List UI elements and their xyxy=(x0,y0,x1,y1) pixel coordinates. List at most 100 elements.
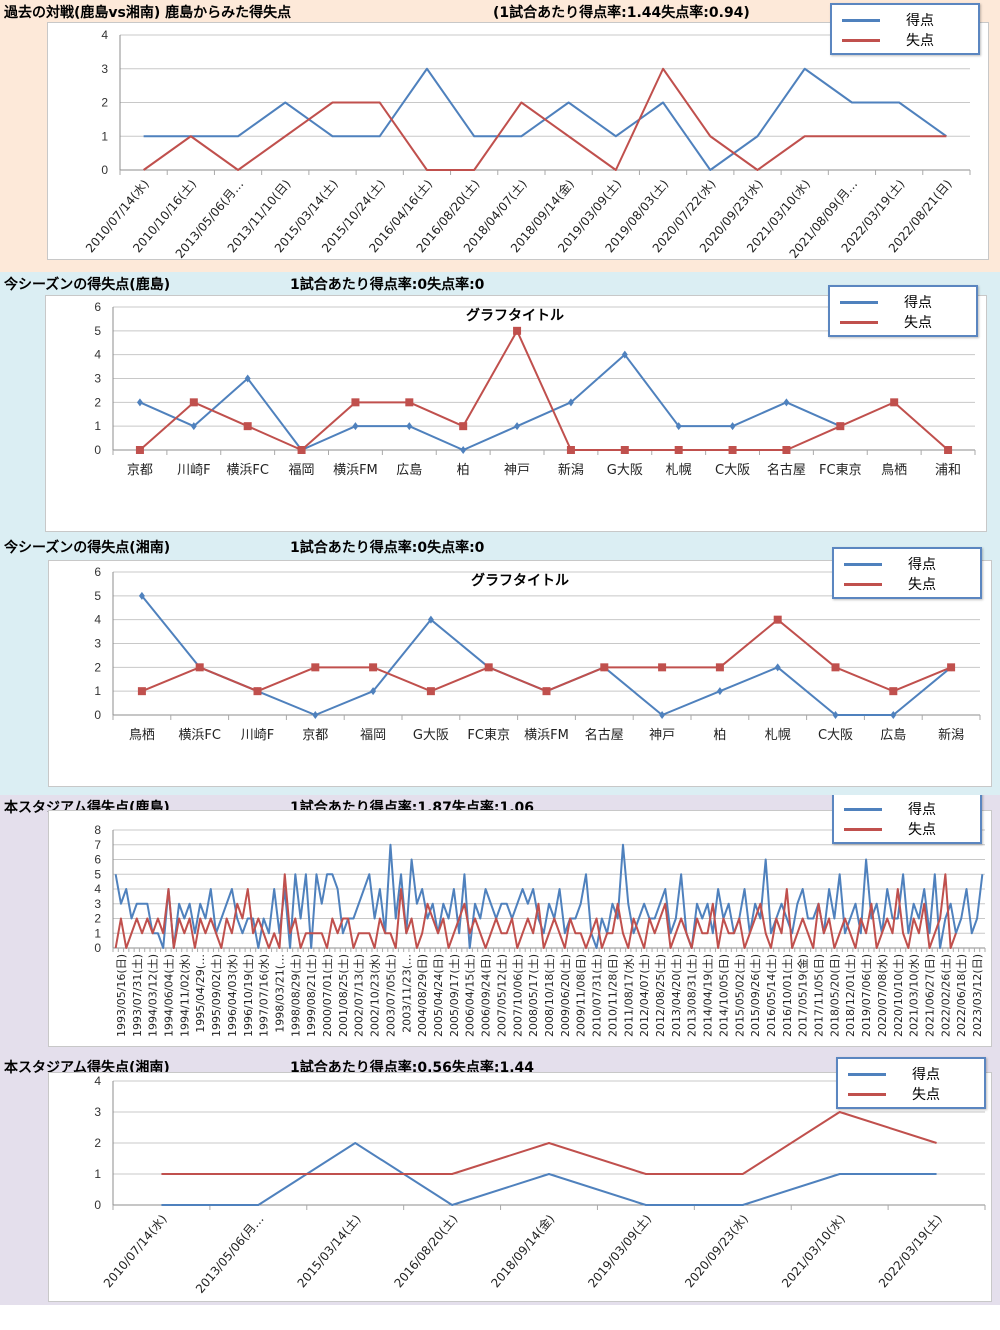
x-tick-label: 2009/06/20(土) xyxy=(559,954,572,1037)
y-tick-label: 4 xyxy=(101,28,108,42)
data-point-conceded xyxy=(890,398,899,407)
data-point-scored xyxy=(312,711,319,719)
x-tick-label: 浦和 xyxy=(935,463,961,478)
x-tick-label: 2007/05/12(土) xyxy=(495,954,508,1037)
data-point-conceded xyxy=(189,398,198,407)
x-tick-label: 2002/07/13(土) xyxy=(353,954,366,1037)
data-point-conceded xyxy=(566,446,575,454)
x-tick-label: 柏 xyxy=(457,463,470,478)
data-point-scored xyxy=(675,422,682,431)
section-season-shonan: 今シーズンの得失点(湘南) 1試合あたり得点率:0失点率:0 0 1 2 3 4 5 6 グラ… xyxy=(0,535,1000,795)
y-tick-label: 5 xyxy=(94,867,101,881)
section-rate: 1試合あたり得点率:0失点率:0 xyxy=(290,540,485,556)
x-tick-label: 札幌 xyxy=(666,462,692,478)
x-tick-label: 1999/08/21(土) xyxy=(305,954,318,1037)
x-tick-label: 2020/09/23(水) xyxy=(682,1212,751,1290)
chart-area xyxy=(47,22,989,260)
series-line-conceded xyxy=(139,329,949,451)
x-tick-label: 横浜FM xyxy=(524,728,569,743)
y-tick-label: 2 xyxy=(94,912,101,926)
y-tick-label: 2 xyxy=(101,96,108,110)
data-point-scored xyxy=(621,350,628,359)
y-tick-label: 3 xyxy=(94,897,101,911)
legend-swatch-conceded xyxy=(844,827,882,831)
y-tick-label: 4 xyxy=(94,882,101,896)
x-tick-label: 2008/05/17(土) xyxy=(527,954,540,1037)
x-tick-label: 2020/10/10(土) xyxy=(892,954,905,1037)
series-line-scored xyxy=(139,353,841,451)
data-point-scored xyxy=(890,711,897,719)
data-point-conceded xyxy=(674,446,683,454)
x-tick-label: 川崎F xyxy=(241,728,274,743)
x-tick-label: 2021/03/10(水) xyxy=(908,954,921,1037)
data-point-scored xyxy=(136,398,143,407)
x-tick-label: 2012/08/25(土) xyxy=(654,954,667,1037)
y-tick-label: 6 xyxy=(94,853,101,867)
data-point-scored xyxy=(406,422,413,431)
legend-swatch-conceded xyxy=(848,1092,886,1096)
x-tick-label: 2017/05/19(金) xyxy=(796,954,810,1037)
data-point-conceded xyxy=(297,446,306,454)
data-point-scored xyxy=(567,398,574,407)
x-tick-label: 1995/09/02(土) xyxy=(210,954,223,1037)
data-point-scored xyxy=(190,422,197,431)
x-tick-label: 2009/11/08(日) xyxy=(575,954,588,1037)
chart-area xyxy=(48,810,992,1047)
x-tick-label: 2017/11/05(日) xyxy=(813,954,826,1037)
legend: 得点 失点 xyxy=(836,1057,986,1109)
y-tick-label: 0 xyxy=(94,443,101,457)
section-title: 今シーズンの得失点(湘南) xyxy=(4,540,171,556)
data-point-conceded xyxy=(137,687,146,696)
x-tick-label: 新潟 xyxy=(558,462,584,478)
y-tick-label: 7 xyxy=(94,838,101,852)
data-point-conceded xyxy=(782,446,791,454)
x-tick-label: 2023/03/12(日) xyxy=(971,954,984,1037)
data-point-conceded xyxy=(542,687,551,696)
x-tick-label: 1998/08/29(土) xyxy=(289,954,302,1037)
x-tick-label: 2011/08/17(水) xyxy=(622,954,635,1037)
x-tick-label: C大阪 xyxy=(715,463,750,478)
x-tick-label: 福岡 xyxy=(289,463,315,478)
x-tick-label: 1996/04/03(水) xyxy=(226,954,239,1037)
x-tick-label: 2019/07/06(土) xyxy=(860,954,873,1037)
legend: 得点 失点 xyxy=(828,285,978,337)
x-tick-label: 1994/11/02(水) xyxy=(178,954,191,1037)
data-point-conceded xyxy=(484,663,493,672)
x-tick-label: 福岡 xyxy=(360,728,386,743)
data-point-conceded xyxy=(405,398,414,407)
y-tick-label: 5 xyxy=(94,324,101,338)
x-tick-label: 2000/07/01(土) xyxy=(321,954,334,1037)
x-tick-label: 川崎F xyxy=(177,463,210,478)
legend-swatch-scored xyxy=(844,562,882,566)
data-point-conceded xyxy=(243,422,252,431)
data-point-conceded xyxy=(773,615,782,624)
data-point-conceded xyxy=(600,663,609,672)
y-tick-label: 4 xyxy=(94,613,101,627)
legend-label-scored: 得点 xyxy=(904,295,932,311)
x-tick-label: 2018/05/20(日) xyxy=(828,954,841,1037)
data-point-conceded xyxy=(195,663,204,672)
data-point-scored xyxy=(659,711,666,719)
x-tick-label: 2005/04/24(日) xyxy=(432,954,445,1037)
y-tick-label: 1 xyxy=(94,926,101,940)
legend: 得点 失点 xyxy=(830,3,980,55)
y-tick-label: 3 xyxy=(94,637,101,651)
series-line-scored xyxy=(161,1142,937,1206)
legend-swatch-scored xyxy=(842,18,880,22)
legend-label-scored: 得点 xyxy=(908,557,936,573)
section-season-kashima: 今シーズンの得失点(鹿島) 1試合あたり得点率:0失点率:0 0 1 2 3 4 5 6 グラ… xyxy=(0,272,1000,535)
x-tick-label: 2016/10/01(土) xyxy=(781,954,794,1037)
y-tick-label: 3 xyxy=(94,372,101,386)
x-tick-label: 1996/10/19(土) xyxy=(242,954,255,1037)
section-rate: (1試合あたり得点率:1.44失点率:0.94) xyxy=(493,5,750,21)
y-tick-label: 2 xyxy=(94,660,101,674)
x-tick-label: 2016/08/20(土) xyxy=(391,1212,460,1290)
x-tick-label: 1995/04/29(… xyxy=(194,954,207,1033)
data-point-scored xyxy=(514,422,521,431)
x-tick-label: 2019/03/09(土) xyxy=(585,1212,654,1290)
y-tick-label: 0 xyxy=(94,708,101,722)
